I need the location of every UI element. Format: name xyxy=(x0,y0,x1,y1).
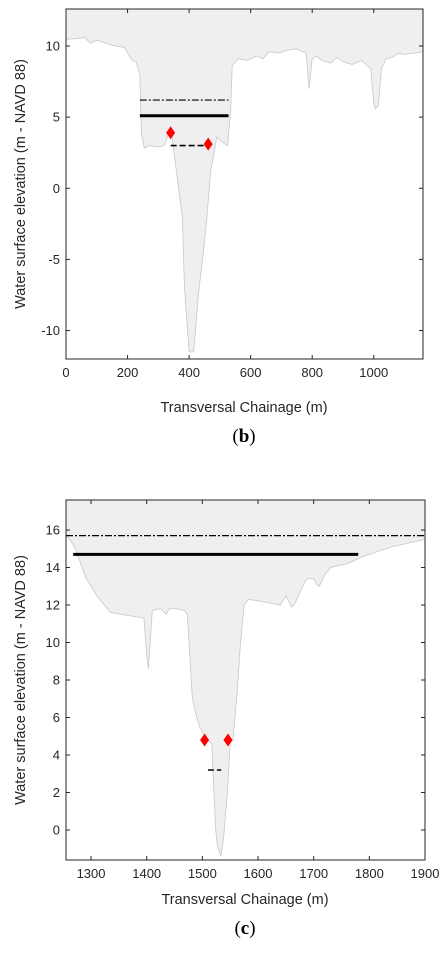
x-axis-ticks-c: 1300 1400 1500 1600 1700 1800 1900 xyxy=(77,500,440,881)
plot-area-c xyxy=(66,500,425,857)
x-tick-label: 0 xyxy=(62,365,69,380)
y-tick-label: 16 xyxy=(46,523,60,538)
x-axis-ticks-b: 0 200 400 600 800 1000 xyxy=(62,9,388,380)
axes-frame-b xyxy=(65,8,424,360)
x-tick-label: 1800 xyxy=(355,866,384,881)
diamond-marker-b-1 xyxy=(166,126,176,140)
plot-clip-b xyxy=(66,9,423,353)
x-tick-label: 1700 xyxy=(299,866,328,881)
diamond-marker-c-2 xyxy=(223,733,233,747)
y-tick-label: 12 xyxy=(46,598,60,613)
y-tick-label: 8 xyxy=(53,673,60,688)
y-tick-label: -5 xyxy=(48,252,60,267)
diamond-marker-c-1 xyxy=(200,733,210,747)
x-tick-label: 1300 xyxy=(77,866,106,881)
plot-clip-c xyxy=(66,500,425,857)
x-tick-label: 600 xyxy=(240,365,262,380)
panel-label-c: (c) xyxy=(234,918,255,939)
x-tick-label: 1600 xyxy=(244,866,273,881)
y-tick-label: 0 xyxy=(53,181,60,196)
y-axis-ticks-b: -10 -5 0 5 10 xyxy=(41,38,423,338)
y-tick-label: 0 xyxy=(53,823,60,838)
chart-panel-c: 1300 1400 1500 1600 1700 1800 1900 0 2 4 6 8 10 12 14… xyxy=(13,499,440,939)
y-tick-label: 4 xyxy=(53,748,60,763)
plot-area-b xyxy=(66,9,423,353)
y-tick-label: 10 xyxy=(46,635,60,650)
x-tick-label: 800 xyxy=(301,365,323,380)
y-tick-label: 10 xyxy=(46,38,60,53)
x-tick-label: 200 xyxy=(117,365,139,380)
x-tick-label: 400 xyxy=(178,365,200,380)
x-tick-label: 1400 xyxy=(132,866,161,881)
x-tick-label: 1000 xyxy=(359,365,388,380)
x-axis-label-c: Transversal Chainage (m) xyxy=(161,892,328,908)
diamond-marker-b-2 xyxy=(203,137,213,151)
y-tick-label: -10 xyxy=(41,323,60,338)
ground-profile-area-b xyxy=(66,9,423,353)
y-tick-label: 6 xyxy=(53,710,60,725)
chart-panel-b: 0 200 400 600 800 1000 -10 -5 0 5 10 Transversal … xyxy=(13,8,424,447)
ground-profile-area-c xyxy=(66,500,425,857)
y-axis-label-c: Water surface elevation (m - NAVD 88) xyxy=(13,555,29,805)
y-axis-ticks-c: 0 2 4 6 8 10 12 14 16 xyxy=(46,523,425,838)
panel-label-b: (b) xyxy=(232,426,255,447)
x-tick-label: 1500 xyxy=(188,866,217,881)
y-axis-label-b: Water surface elevation (m - NAVD 88) xyxy=(13,59,29,309)
y-tick-label: 5 xyxy=(53,110,60,125)
x-axis-label-b: Transversal Chainage (m) xyxy=(160,400,327,416)
y-tick-label: 2 xyxy=(53,785,60,800)
x-tick-label: 1900 xyxy=(411,866,440,881)
y-tick-label: 14 xyxy=(46,560,60,575)
